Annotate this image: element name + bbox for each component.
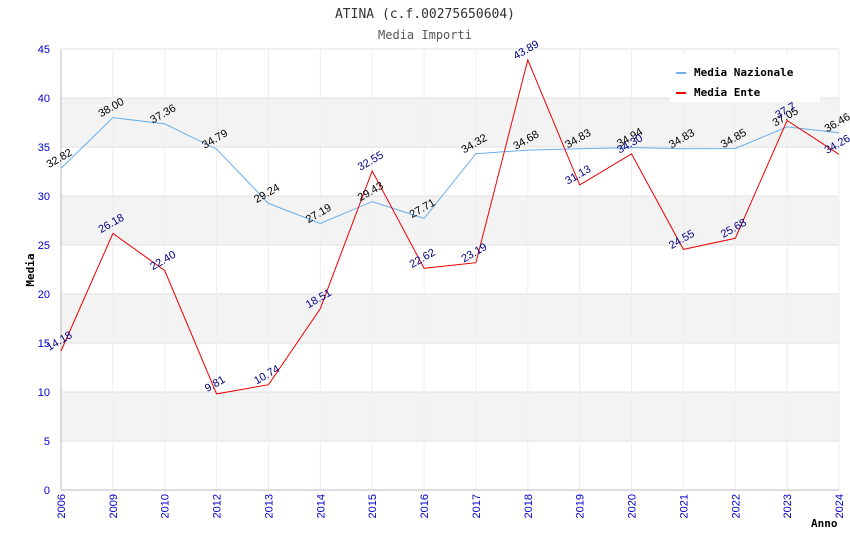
x-tick-label: 2018 <box>523 494 535 518</box>
x-tick-label: 2021 <box>678 494 690 518</box>
data-label: 43.89 <box>511 38 541 62</box>
y-tick-label: 35 <box>38 142 50 154</box>
legend: Media Nazionale Media Ente <box>670 54 820 102</box>
legend-label: Media Ente <box>694 86 761 99</box>
x-tick-label: 2017 <box>471 494 483 518</box>
grid-band <box>61 392 839 441</box>
x-tick-label: 2010 <box>160 494 172 518</box>
grid-band <box>61 98 839 147</box>
x-tick-label: 2012 <box>212 494 224 518</box>
x-tick-label: 2013 <box>263 494 275 518</box>
chart-subtitle: Media Importi <box>378 28 472 42</box>
x-tick-label: 2009 <box>108 494 120 518</box>
x-tick-label: 2022 <box>730 494 742 518</box>
y-tick-label: 20 <box>38 289 50 301</box>
series-line-media-ente <box>60 58 840 395</box>
y-tick-label: 25 <box>38 240 50 252</box>
data-label: 14.18 <box>45 329 75 353</box>
y-tick-label: 45 <box>38 44 50 56</box>
y-axis-label: Media <box>24 253 37 286</box>
y-tick-label: 0 <box>44 485 50 497</box>
x-tick-label: 2024 <box>834 494 846 518</box>
data-label: 32.55 <box>356 149 386 173</box>
chart-title: ATINA (c.f.00275650604) <box>335 7 515 22</box>
y-tick-label: 10 <box>38 387 50 399</box>
y-tick-label: 30 <box>38 191 50 203</box>
x-tick-label: 2020 <box>627 494 639 518</box>
grid-band <box>61 294 839 343</box>
y-tick-label: 5 <box>44 436 50 448</box>
x-tick-label: 2016 <box>419 494 431 518</box>
x-tick-label: 2014 <box>315 494 327 518</box>
series-lines <box>60 58 840 395</box>
legend-label: Media Nazionale <box>694 66 794 79</box>
y-tick-label: 15 <box>38 338 50 350</box>
y-tick-label: 40 <box>38 93 50 105</box>
x-tick-label: 2019 <box>575 494 587 518</box>
data-label: 10.74 <box>252 363 282 387</box>
x-axis-label: Anno <box>811 517 838 530</box>
legend-box <box>670 54 820 102</box>
grid-bands <box>60 48 840 490</box>
x-tick-label: 2006 <box>56 494 68 518</box>
x-tick-label: 2023 <box>782 494 794 518</box>
x-tick-label: 2015 <box>367 494 379 518</box>
grid-band <box>61 196 839 245</box>
data-label: 31.13 <box>563 163 593 187</box>
axes <box>60 49 839 491</box>
tick-labels: 0 5 10 15 20 25 30 35 40 45 2006 2009 2010 2012 2013 20… <box>38 44 846 518</box>
series-line-media-nazionale <box>60 117 840 225</box>
